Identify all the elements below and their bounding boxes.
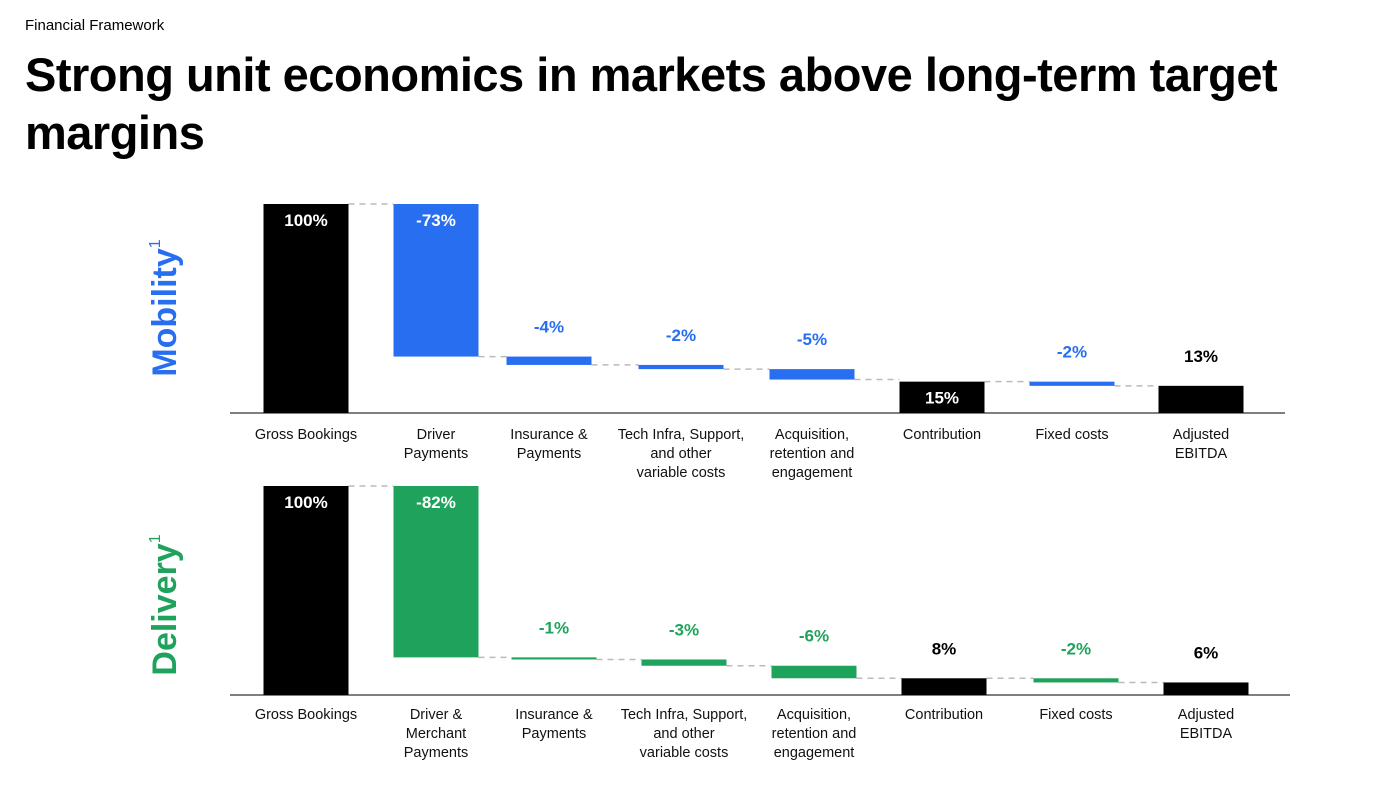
category-label: Gross Bookings bbox=[254, 427, 358, 443]
bar bbox=[506, 356, 592, 365]
bar bbox=[771, 665, 857, 679]
category-label: Acquisition, retention and engagement bbox=[769, 427, 855, 481]
value-label: 6% bbox=[1194, 643, 1219, 662]
value-label: -82% bbox=[416, 493, 456, 512]
category-label: Tech Infra, Support, and other variable … bbox=[617, 427, 745, 481]
category-label: Gross Bookings bbox=[254, 707, 358, 723]
bar bbox=[1033, 678, 1119, 683]
category-label: Driver Payments bbox=[403, 427, 469, 462]
bar bbox=[511, 657, 597, 660]
series-label: Delivery1 bbox=[146, 534, 184, 675]
category-label: Contribution bbox=[904, 707, 984, 723]
category-label: Acquisition, retention and engagement bbox=[771, 707, 857, 761]
bar bbox=[393, 486, 479, 658]
category-label: Fixed costs bbox=[1039, 707, 1113, 723]
category-label: Driver & Merchant Payments bbox=[403, 707, 469, 761]
category-label: Fixed costs bbox=[1035, 427, 1109, 443]
value-label: -2% bbox=[1061, 639, 1091, 658]
category-label: Adjusted EBITDA bbox=[1172, 427, 1230, 462]
value-label: 8% bbox=[932, 639, 957, 658]
bar bbox=[1163, 682, 1249, 695]
bar bbox=[393, 204, 479, 357]
series-name: Mobility bbox=[146, 248, 184, 377]
value-label: -2% bbox=[1057, 343, 1087, 362]
bar bbox=[1158, 385, 1244, 413]
series-name: Delivery bbox=[146, 543, 184, 675]
value-label: -2% bbox=[666, 326, 696, 345]
bar bbox=[769, 369, 855, 380]
category-label: Insurance & Payments bbox=[515, 707, 593, 742]
bar bbox=[901, 678, 987, 695]
footnote-mark: 1 bbox=[147, 239, 164, 248]
value-label: -5% bbox=[797, 330, 827, 349]
value-label: -6% bbox=[799, 627, 829, 646]
value-label: -1% bbox=[539, 618, 569, 637]
series-label: Mobility1 bbox=[146, 239, 184, 376]
bar bbox=[263, 486, 349, 695]
bar bbox=[899, 381, 985, 413]
category-label: Insurance & Payments bbox=[510, 427, 588, 462]
value-label: 100% bbox=[284, 211, 327, 230]
value-label: -3% bbox=[669, 620, 699, 639]
slide-title: Strong unit economics in markets above l… bbox=[25, 48, 1278, 159]
value-label: 100% bbox=[284, 493, 327, 512]
value-label: 15% bbox=[925, 389, 959, 408]
bar bbox=[1029, 381, 1115, 386]
bar bbox=[638, 364, 724, 370]
bar bbox=[263, 204, 349, 413]
category-label: Adjusted EBITDA bbox=[1177, 707, 1235, 742]
value-label: -4% bbox=[534, 318, 564, 337]
category-label: Tech Infra, Support, and other variable … bbox=[620, 707, 748, 761]
category-label: Contribution bbox=[902, 427, 982, 443]
value-label: -73% bbox=[416, 211, 456, 230]
footnote-mark: 1 bbox=[147, 534, 164, 543]
section-label: Financial Framework bbox=[25, 17, 165, 34]
bar bbox=[641, 659, 727, 666]
value-label: 13% bbox=[1184, 347, 1218, 366]
